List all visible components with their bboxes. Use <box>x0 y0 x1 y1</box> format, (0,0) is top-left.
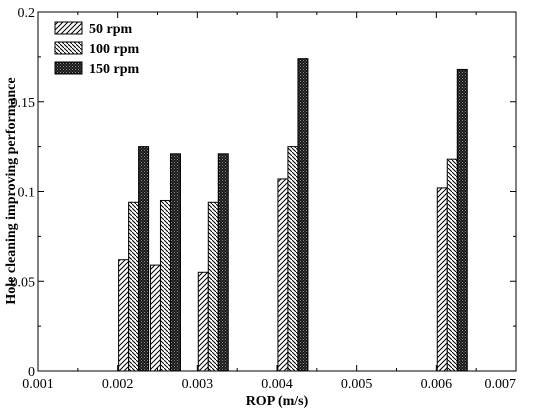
bar-100-rpm-3 <box>287 146 299 372</box>
ticks-layer: 0 0.05 0.1 0.15 0.2 0.001 0.002 0.003 0.004 0.005… <box>11 6 517 392</box>
y-tick-label: 0.15 <box>11 96 36 111</box>
bars-layer <box>118 58 468 372</box>
y-tick-label: 0.05 <box>11 275 36 290</box>
bar-150-rpm-2 <box>217 153 229 372</box>
x-axis-label: ROP (m/s) <box>246 394 309 409</box>
y-tick-label: 0.2 <box>18 6 36 21</box>
bar-150-rpm-4 <box>456 68 468 372</box>
bar-50-rpm-4 <box>436 187 448 372</box>
legend-swatch <box>54 61 83 75</box>
x-tick-label: 0.004 <box>261 377 293 392</box>
bar-150-rpm-1 <box>169 153 181 372</box>
bar-150-rpm-3 <box>297 58 309 372</box>
bar-50-rpm-3 <box>277 178 289 372</box>
bar-50-rpm-0 <box>118 259 130 372</box>
y-tick-label: 0 <box>28 365 35 380</box>
bar-100-rpm-0 <box>128 201 140 372</box>
x-tick-label: 0.001 <box>22 377 54 392</box>
legend-label: 100 rpm <box>89 42 140 57</box>
legend: 50 rpm 100 rpm 150 rpm <box>54 21 140 77</box>
legend-label: 50 rpm <box>89 22 133 37</box>
bar-50-rpm-2 <box>197 271 209 372</box>
legend-label: 150 rpm <box>89 62 140 77</box>
x-tick-label: 0.003 <box>182 377 214 392</box>
legend-swatch <box>54 41 83 55</box>
bar-100-rpm-1 <box>159 199 171 372</box>
y-tick-label: 0.1 <box>18 186 36 201</box>
bar-50-rpm-1 <box>149 264 161 372</box>
y-axis-label: Hole cleaning improving performance <box>4 77 19 304</box>
x-tick-label: 0.005 <box>341 377 373 392</box>
x-tick-label: 0.007 <box>485 377 517 392</box>
bar-100-rpm-2 <box>207 201 219 372</box>
bar-150-rpm-0 <box>138 146 150 372</box>
legend-swatch <box>54 21 83 35</box>
x-tick-label: 0.006 <box>421 377 453 392</box>
bar-100-rpm-4 <box>446 158 458 372</box>
x-tick-label: 0.002 <box>102 377 134 392</box>
